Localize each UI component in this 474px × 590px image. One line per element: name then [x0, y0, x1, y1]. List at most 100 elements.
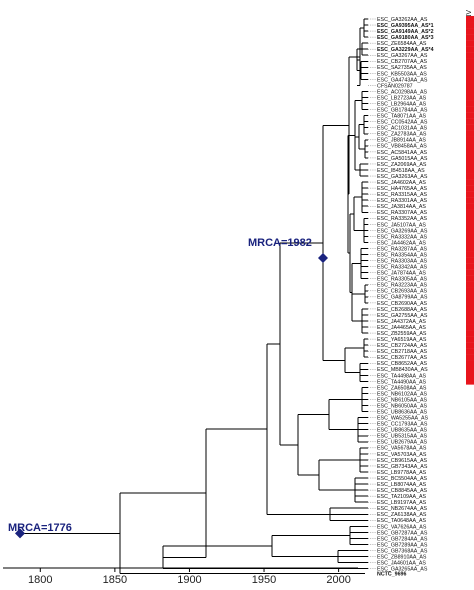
leaf-label: ESC_CB8845AA_AS: [377, 488, 428, 494]
heatmap-cell-present: [466, 166, 474, 174]
leaf-label: ESC_CB2688AA_AS: [377, 307, 428, 313]
heatmap-cell-present: [466, 173, 474, 180]
leaf-label: ESC_GA9180AA_AS*3: [377, 35, 434, 41]
leaf-label: ESC_GA5015AA_AS: [377, 156, 428, 162]
leaf-label: ESC_RA3352AA_AS: [377, 216, 428, 222]
heatmap-cell-present: [466, 28, 474, 35]
heatmap-cell-present: [466, 330, 474, 337]
leaf-label: ESC_NB2674AA_AS: [377, 506, 428, 512]
time-axis: 1800 1850 1900 1950 2000: [3, 567, 358, 586]
heatmap-cell-present: [466, 185, 474, 192]
time-axis-tick-label: 1900: [177, 574, 201, 585]
leaf-label: ESC_TA8071AA_AS: [377, 114, 427, 120]
heatmap-cell-present: [466, 40, 474, 47]
leaf-label: ESC_JA4601AA_AS: [377, 561, 426, 567]
leaf-label: ESC_WA5255AA_AS: [377, 416, 429, 422]
leaf-label: ESC_VA5678AA_AS: [377, 446, 427, 452]
mrca-label: MRCA=1776: [8, 522, 72, 534]
leaf-label: ESC_LB2723AA_AS: [377, 95, 427, 101]
leaf-label: ESC_ZA2069AA_AS: [377, 162, 427, 168]
heatmap-cell-present: [466, 106, 474, 113]
leaf-label: ESC_UB5315AA_AS: [377, 434, 428, 440]
heatmap-cell-present: [466, 348, 474, 355]
heatmap-cell-present: [466, 263, 474, 270]
leaf-label: ESC_GA3263AA_AS: [377, 174, 428, 180]
heatmap-cell-present: [466, 239, 474, 246]
leaf-label: ESC_LB9778AA_AS: [377, 470, 427, 476]
mrca-marker-diamond: [318, 253, 328, 263]
heatmap-cell-present: [466, 88, 474, 95]
heatmap-cell-present: [466, 378, 474, 385]
heatmap-cell-present: [466, 46, 474, 53]
leaf-label: ESC_JA4372AA_AS: [377, 319, 426, 325]
heatmap-column: [466, 15, 474, 385]
heatmap-cell-present: [466, 124, 474, 131]
leaf-label: ESC_ZB2559AA_AS: [377, 331, 427, 337]
leaf-label: ESC_TA2109AA_AS: [377, 494, 427, 500]
leaf-label: ESC_GA4743AA_AS: [377, 77, 428, 83]
heatmap-cell-present: [466, 269, 474, 276]
leaf-label: ESC_JA4602AA_AS: [377, 180, 426, 186]
heatmap-cell-present: [466, 100, 474, 107]
heatmap-cell-present: [466, 305, 474, 313]
heatmap-cell-present: [466, 336, 474, 343]
heatmap-cell-present: [466, 203, 474, 210]
mrca-markers: MRCA=1982 MRCA=1776: [8, 237, 328, 539]
heatmap-cell-present: [466, 227, 474, 234]
heatmap-cell-present: [466, 299, 474, 307]
leaf-label: ESC_NB6105AA_AS: [377, 397, 428, 403]
leaf-label: ESC_JA7874AA_AS: [377, 271, 426, 277]
heatmap-cell-present: [466, 257, 474, 264]
heatmap-cell-present: [466, 281, 474, 288]
leaf-label: ESC_UB8636AA_AS: [377, 410, 428, 416]
heatmap-cell-present: [466, 354, 474, 361]
heatmap-cell-present: [466, 324, 474, 331]
leaf-label: ESC_TA4490AA_AS: [377, 379, 427, 385]
leaf-leader-lines: [368, 18, 376, 569]
heatmap-cell-present: [466, 94, 474, 101]
mrca-label: MRCA=1982: [248, 237, 312, 249]
leaf-label: ESC_RA3303AA_AS: [377, 259, 428, 265]
leaf-label: ESC_AC5841AA_AS: [377, 150, 428, 156]
leaf-label: ESC_CB2707AA_AS: [377, 59, 428, 65]
heatmap-cell-present: [466, 148, 474, 156]
time-axis-tick-label: 2000: [326, 574, 350, 585]
leaf-label: ESC_RA3305AA_AS: [377, 277, 428, 283]
leaf-label: ESC_YA6519AA_AS: [377, 337, 427, 343]
leaf-label: ESC_MB8430AA_AS: [377, 367, 428, 373]
leaf-label: ESC_UB8635AA_AS: [377, 428, 428, 434]
leaf-label: ESC_GA3265AA_AS: [377, 567, 428, 573]
leaf-label: ESC_ZA6508AA_AS: [377, 385, 427, 391]
reference-label: NCTC_9696: [377, 572, 406, 578]
leaf-label: ESC_ZA2783AA_AS: [377, 132, 427, 138]
leaf-label: ESC_UB2679AA_AS: [377, 440, 428, 446]
leaf-label: ESC_VA7626AA_AS: [377, 524, 427, 530]
heatmap-cell-present: [466, 130, 474, 137]
leaf-label: ESC_GA3229AA_AS*4: [377, 47, 434, 53]
leaf-label: CFSAN029787: [377, 83, 413, 89]
leaf-label: ESC_TA4498AA_AS: [377, 373, 427, 379]
heatmap-cell-present: [466, 342, 474, 349]
heatmap-cell-present: [466, 372, 474, 379]
leaf-label: ESC_JA5107AA_AS: [377, 222, 426, 228]
heatmap-cell-present: [466, 15, 474, 23]
leaf-label: ESC_GA9149AA_AS*2: [377, 29, 434, 35]
leaf-label: ESC_CB2693AA_AS: [377, 289, 428, 295]
heatmap-cell-present: [466, 58, 474, 65]
leaf-label: ESC_LB2964AA_AS: [377, 101, 427, 107]
leaf-label: ESC_CB2677AA_AS: [377, 355, 428, 361]
heatmap-cell-present: [466, 118, 474, 125]
heatmap-cell-present: [466, 317, 474, 325]
leaf-label: ESC_CC1793AA_AS: [377, 422, 428, 428]
leaf-label: ESC_ZA6138AA_AS: [377, 512, 427, 518]
heatmap-cell-present: [466, 142, 474, 150]
heatmap-cell-present: [466, 245, 474, 252]
leaf-label: ESC_JA4465AA_AS: [377, 325, 426, 331]
heatmap-cell-present: [466, 287, 474, 295]
leaf-label: ESC_LB8074AA_AS: [377, 482, 427, 488]
leaf-label: ESC_HA4765AA_AS: [377, 186, 428, 192]
leaf-label: ESC_RA3354AA_AS: [377, 252, 428, 258]
heatmap-cell-present: [466, 22, 474, 29]
